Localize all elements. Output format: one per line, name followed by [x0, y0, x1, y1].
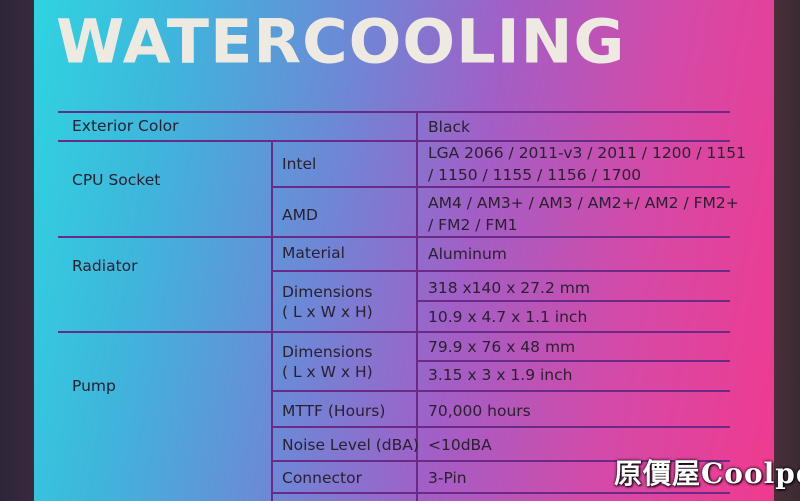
radiator-dimensions-sub: ( L x W x H): [282, 303, 373, 321]
table-line: [58, 140, 730, 142]
connector-label: Connector: [282, 469, 362, 487]
intel-label: Intel: [282, 155, 317, 173]
radiator-dimensions-label: Dimensions: [282, 283, 373, 301]
spec-panel: [34, 0, 774, 501]
pump-dimensions-mm: 79.9 x 76 x 48 mm: [428, 338, 576, 356]
pump-label: Pump: [72, 377, 116, 395]
radiator-label: Radiator: [72, 257, 138, 275]
table-line: [58, 111, 730, 113]
connector-value: 3-Pin: [428, 469, 467, 487]
box-edge: [774, 0, 800, 501]
table-line: [272, 390, 730, 392]
table-line: [418, 300, 730, 302]
noise-level-value: <10dBA: [428, 436, 492, 454]
amd-label: AMD: [282, 206, 318, 224]
table-line: [272, 492, 730, 494]
radiator-material-value: Aluminum: [428, 245, 507, 263]
page-title: WATERCOOLING: [56, 6, 626, 77]
amd-sockets-line1: AM4 / AM3+ / AM3 / AM2+/ AM2 / FM2+: [428, 194, 739, 212]
radiator-dimensions-mm: 318 x140 x 27.2 mm: [428, 279, 590, 297]
intel-sockets-line1: LGA 2066 / 2011-v3 / 2011 / 1200 / 1151: [428, 144, 746, 162]
table-line: [416, 111, 418, 501]
exterior-color-value: Black: [428, 118, 470, 136]
mttf-value: 70,000 hours: [428, 402, 531, 420]
table-line: [272, 426, 730, 428]
radiator-dimensions-inch: 10.9 x 4.7 x 1.1 inch: [428, 308, 588, 326]
intel-sockets-line2: / 1150 / 1155 / 1156 / 1700: [428, 166, 642, 184]
pump-dimensions-label: Dimensions: [282, 343, 373, 361]
watermark-logo: 原價屋Coolpc: [614, 457, 800, 490]
table-line: [272, 186, 730, 188]
noise-level-label: Noise Level (dBA): [282, 436, 419, 454]
table-line: [418, 360, 730, 362]
table-line: [271, 331, 273, 501]
table-line: [272, 460, 730, 462]
amd-sockets-line2: / FM2 / FM1: [428, 216, 518, 234]
table-line: [58, 331, 730, 333]
table-line: [58, 236, 730, 238]
table-line: [272, 270, 730, 272]
pump-dimensions-inch: 3.15 x 3 x 1.9 inch: [428, 366, 573, 384]
table-line: [271, 236, 273, 331]
mttf-label: MTTF (Hours): [282, 402, 386, 420]
table-line: [271, 140, 273, 236]
exterior-color-label: Exterior Color: [72, 117, 179, 135]
cpu-socket-label: CPU Socket: [72, 171, 161, 189]
radiator-material-label: Material: [282, 244, 345, 262]
pump-dimensions-sub: ( L x W x H): [282, 363, 373, 381]
